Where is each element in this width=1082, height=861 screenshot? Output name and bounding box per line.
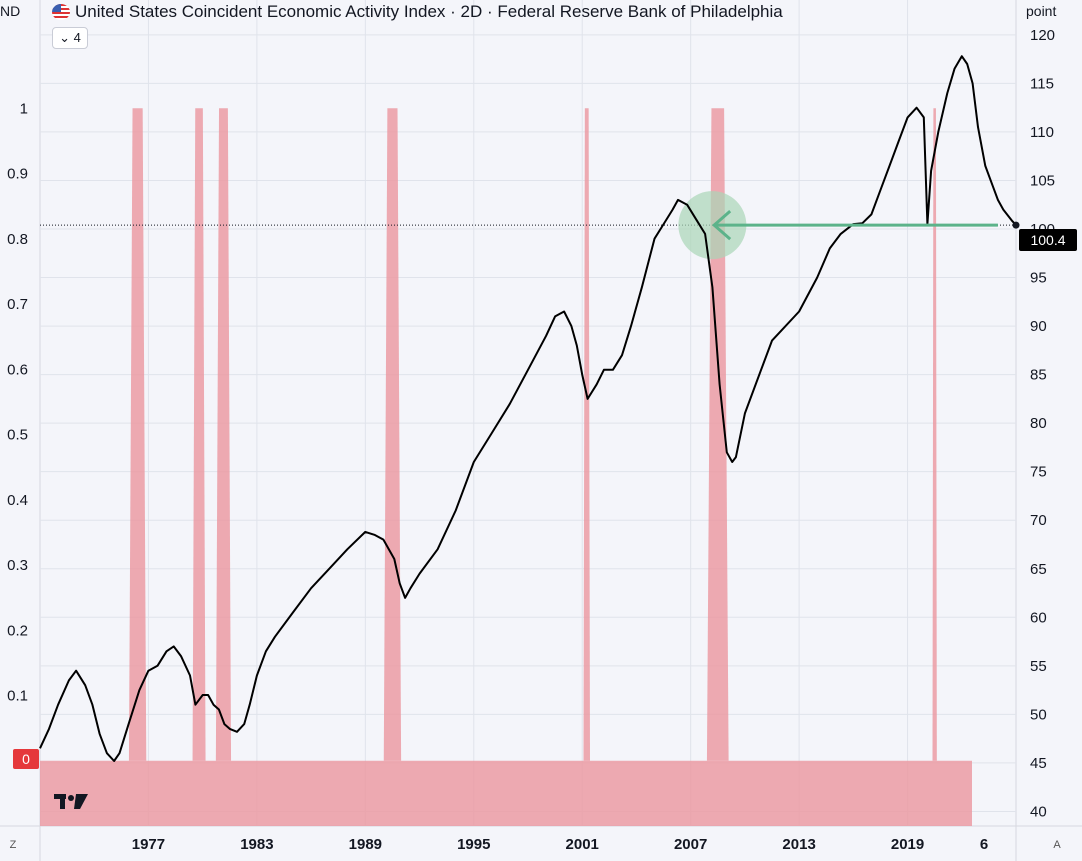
last-price-badge: 100.4 xyxy=(1019,229,1077,251)
left-zero-badge: 0 xyxy=(13,749,39,769)
left-axis-tick-label: 0.5 xyxy=(7,427,28,444)
left-axis-tick-label: 0.7 xyxy=(7,296,28,313)
recession-band xyxy=(932,108,937,761)
left-axis-tick-label: 1 xyxy=(20,100,28,117)
x-axis-tick-label: 6 xyxy=(980,836,988,853)
x-axis-tick-label: 1977 xyxy=(132,836,165,853)
right-axis-tick-label: 55 xyxy=(1030,658,1047,675)
auto-scale-left-button[interactable]: Z xyxy=(9,839,17,851)
right-axis-tick-label: 50 xyxy=(1030,706,1047,723)
right-axis-tick-label: 120 xyxy=(1030,27,1055,44)
right-axis-tick-label: 110 xyxy=(1030,124,1054,141)
us-flag-icon xyxy=(52,4,70,20)
x-axis-tick-label: 1995 xyxy=(457,836,490,853)
recession-band xyxy=(583,108,590,761)
left-axis-tick-label: 0.1 xyxy=(7,688,28,705)
left-axis-tick-label: 0.9 xyxy=(7,166,28,183)
chevron-down-icon: ⌄ xyxy=(59,30,71,45)
x-axis-tick-label: 1989 xyxy=(349,836,382,853)
left-axis-tick-label: 0.2 xyxy=(7,622,28,639)
right-axis-tick-label: 85 xyxy=(1030,367,1047,384)
tradingview-logo-icon xyxy=(54,794,88,809)
left-axis-tick-label: 0.6 xyxy=(7,361,28,378)
x-axis-tick-label: 2019 xyxy=(891,836,924,853)
arrow-head xyxy=(711,209,732,241)
right-axis-tick-label: 45 xyxy=(1030,755,1047,772)
x-axis-tick-label: 2001 xyxy=(566,836,599,853)
x-axis-tick-label: 2007 xyxy=(674,836,707,853)
recession-band xyxy=(383,108,402,761)
recession-band xyxy=(215,108,232,761)
last-point-marker xyxy=(1012,221,1020,229)
right-axis-tick-label: 95 xyxy=(1030,270,1047,287)
collapse-indicators-button[interactable]: ⌄ 4 xyxy=(52,27,88,49)
right-axis-tick-label: 70 xyxy=(1030,512,1047,529)
left-axis-tick-label: 0.4 xyxy=(7,492,28,509)
recession-floor-area xyxy=(40,760,972,826)
left-scale-header: ND xyxy=(0,3,21,19)
right-axis-tick-label: 40 xyxy=(1030,803,1047,820)
right-axis-tick-label: 115 xyxy=(1030,75,1054,92)
right-axis-tick-label: 60 xyxy=(1030,609,1047,626)
left-axis-tick-label: 0.3 xyxy=(7,557,28,574)
recession-band xyxy=(192,108,206,761)
right-axis-tick-label: 105 xyxy=(1030,172,1055,189)
recession-band xyxy=(706,108,729,761)
auto-scale-right-button[interactable]: A xyxy=(1053,839,1061,851)
x-axis-tick-label: 1983 xyxy=(240,836,273,853)
recession-band xyxy=(128,108,147,761)
right-axis-tick-label: 80 xyxy=(1030,415,1047,432)
right-axis-tick-label: 65 xyxy=(1030,561,1047,578)
x-axis-tick-label: 2013 xyxy=(782,836,815,853)
chart-title[interactable]: United States Coincident Economic Activi… xyxy=(75,2,783,21)
right-scale-header[interactable]: point xyxy=(1026,3,1057,19)
right-axis-tick-label: 75 xyxy=(1030,464,1047,481)
right-axis-tick-label: 90 xyxy=(1030,318,1047,335)
series-line xyxy=(39,55,1017,762)
left-axis-tick-label: 0.8 xyxy=(7,231,28,248)
indicator-count: 4 xyxy=(73,30,81,45)
